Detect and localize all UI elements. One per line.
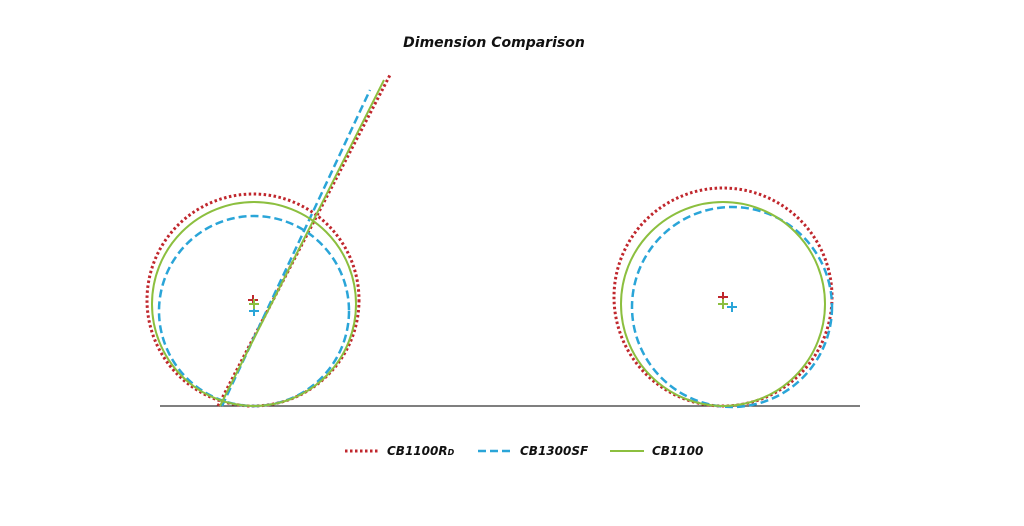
diagram-title: Dimension Comparison bbox=[403, 35, 585, 51]
front-wheel bbox=[151, 201, 357, 407]
rear-wheel bbox=[620, 201, 826, 407]
fork-line bbox=[220, 89, 372, 407]
axle-marker bbox=[718, 299, 728, 309]
rear-wheel bbox=[630, 205, 834, 409]
axle-marker bbox=[249, 299, 259, 309]
axle-marker bbox=[727, 302, 737, 312]
legend-name: CB1100R bbox=[387, 444, 448, 458]
legend-label: CB1300SF bbox=[520, 444, 589, 458]
legend-label: CB1100 bbox=[652, 444, 703, 458]
legend-label: CB1100RD bbox=[387, 444, 455, 458]
legend-name: CB1100 bbox=[652, 444, 703, 458]
fork-line bbox=[219, 79, 385, 407]
legend-subscript: D bbox=[448, 448, 455, 457]
legend-name: CB1300SF bbox=[520, 444, 589, 458]
